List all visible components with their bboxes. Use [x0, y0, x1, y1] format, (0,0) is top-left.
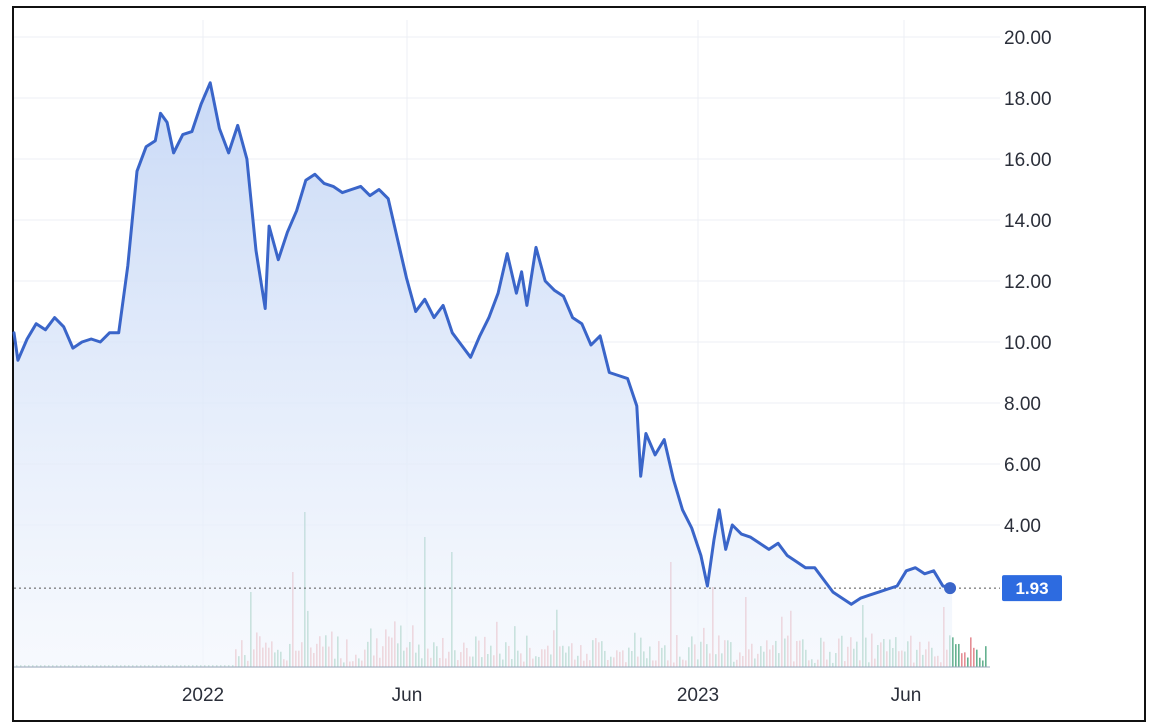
volume-bar	[964, 652, 966, 667]
volume-bar	[982, 660, 984, 667]
y-tick-label: 18.00	[1004, 89, 1052, 110]
x-axis-ticks: 2022 Jun 2023 Jun	[182, 685, 921, 706]
volume-bar	[961, 653, 963, 667]
last-price-badge-bg	[1002, 575, 1062, 602]
y-tick-label: 16.00	[1004, 150, 1052, 171]
last-price-label: 1.93	[1015, 579, 1048, 598]
y-tick-label: 6.00	[1004, 455, 1041, 476]
price-line	[12, 81, 954, 606]
x-tick-label: 2023	[677, 685, 719, 706]
y-tick-label: 4.00	[1004, 516, 1041, 537]
volume-bar	[955, 644, 957, 667]
volume-bar	[979, 657, 981, 667]
y-tick-label: 20.00	[1004, 28, 1052, 49]
volume-bar	[952, 637, 954, 667]
price-area-fill	[14, 82, 953, 669]
y-tick-label: 14.00	[1004, 211, 1052, 232]
x-tick-label: 2022	[182, 685, 224, 706]
y-axis-ticks: 20.00 18.00 16.00 14.00 12.00 10.00 8.00 6.00 4.…	[1004, 28, 1052, 537]
y-tick-label: 10.00	[1004, 333, 1052, 354]
y-tick-label: 12.00	[1004, 272, 1052, 293]
volume-bar	[973, 647, 975, 667]
volume-bar	[985, 646, 987, 667]
y-tick-label: 8.00	[1004, 394, 1041, 415]
volume-bar	[967, 657, 969, 667]
last-price-badge: 1.93	[1002, 575, 1062, 602]
volume-bar	[970, 637, 972, 667]
x-tick-label: Jun	[891, 685, 922, 706]
x-tick-label: Jun	[392, 685, 423, 706]
volume-bar	[976, 649, 978, 667]
volume-bar	[958, 643, 960, 667]
last-price-marker	[944, 582, 957, 595]
